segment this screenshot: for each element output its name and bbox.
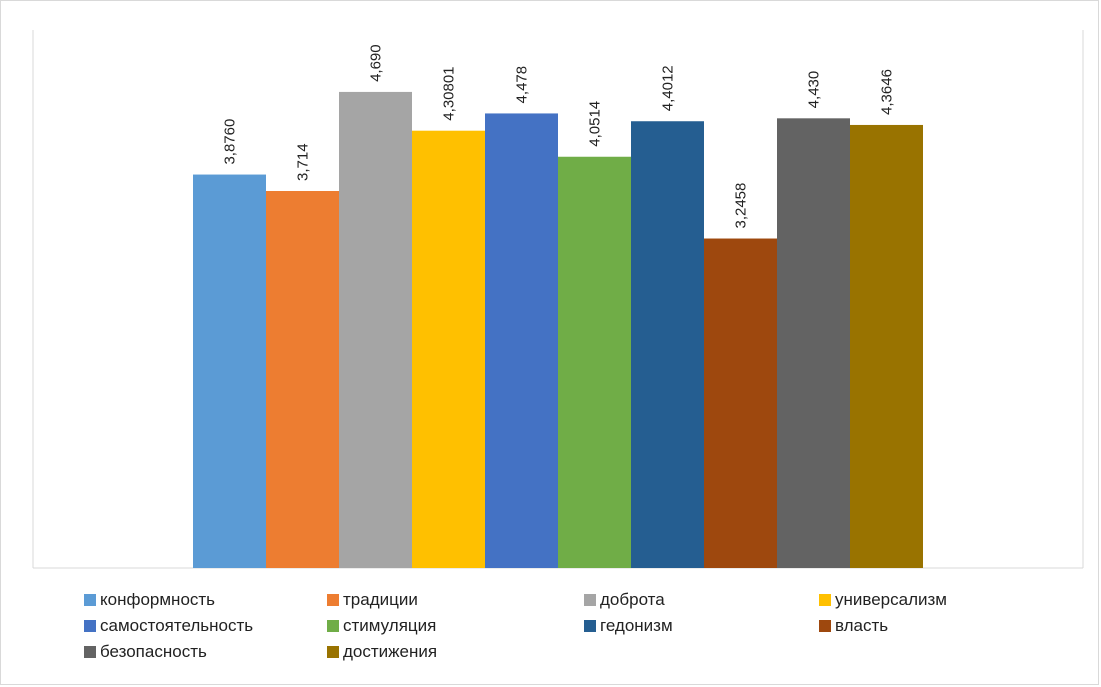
legend-swatch-3 bbox=[584, 594, 596, 606]
legend-swatch-4 bbox=[819, 594, 831, 606]
value-label-10: 4,3646 bbox=[879, 69, 896, 115]
bar-3 bbox=[339, 91, 412, 569]
bar-2 bbox=[266, 190, 339, 568]
legend-item-6: стимуляция bbox=[327, 616, 436, 636]
legend-swatch-1 bbox=[84, 594, 96, 606]
legend-item-8: власть bbox=[819, 616, 888, 636]
legend-swatch-8 bbox=[819, 620, 831, 632]
legend-swatch-6 bbox=[327, 620, 339, 632]
value-label-7: 4,4012 bbox=[660, 65, 677, 111]
legend-label-1: конформность bbox=[100, 590, 216, 609]
value-labels-group: 3,8760 3,714 4,690 4,30801 4,478 4,0514 4,4012… bbox=[222, 44, 896, 228]
legend-label-8: власть bbox=[835, 616, 889, 635]
legend-item-5: самостоятельность bbox=[84, 616, 253, 636]
legend-item-7: гедонизм bbox=[584, 616, 673, 636]
legend-label-3: доброта bbox=[600, 590, 665, 609]
bar-5 bbox=[485, 113, 558, 568]
bar-6 bbox=[558, 156, 631, 568]
legend-label-5: самостоятельность bbox=[100, 616, 254, 635]
value-label-1: 3,8760 bbox=[222, 119, 239, 165]
legend-swatch-5 bbox=[84, 620, 96, 632]
bar-8 bbox=[704, 238, 777, 568]
value-label-8: 3,2458 bbox=[733, 183, 750, 229]
legend-item-4: универсализм bbox=[819, 590, 947, 610]
value-label-2: 3,714 bbox=[295, 143, 312, 181]
legend-label-7: гедонизм bbox=[600, 616, 673, 635]
value-label-5: 4,478 bbox=[514, 66, 531, 104]
legend-swatch-9 bbox=[84, 646, 96, 658]
legend-swatch-2 bbox=[327, 594, 339, 606]
legend-label-9: безопасность bbox=[100, 642, 207, 661]
legend-label-10: достижения bbox=[343, 642, 438, 661]
legend-item-3: доброта bbox=[584, 590, 665, 610]
legend-item-1: конформность bbox=[84, 590, 215, 610]
value-label-9: 4,430 bbox=[806, 71, 823, 109]
bar-1 bbox=[193, 174, 266, 568]
legend-item-2: традиции bbox=[327, 590, 418, 610]
bar-4 bbox=[412, 130, 485, 568]
legend-item-9: безопасность bbox=[84, 642, 207, 662]
bars-group bbox=[193, 91, 923, 569]
value-label-3: 4,690 bbox=[368, 44, 385, 82]
bar-7 bbox=[631, 121, 704, 568]
value-label-4: 4,30801 bbox=[441, 66, 458, 120]
legend-swatch-10 bbox=[327, 646, 339, 658]
value-label-6: 4,0514 bbox=[587, 101, 604, 147]
legend-label-2: традиции bbox=[343, 590, 418, 609]
bar-10 bbox=[850, 124, 923, 568]
legend-label-6: стимуляция bbox=[343, 616, 437, 635]
legend-swatch-7 bbox=[584, 620, 596, 632]
legend-item-10: достижения bbox=[327, 642, 437, 662]
legend-label-4: универсализм bbox=[835, 590, 947, 609]
bar-9 bbox=[777, 118, 850, 569]
